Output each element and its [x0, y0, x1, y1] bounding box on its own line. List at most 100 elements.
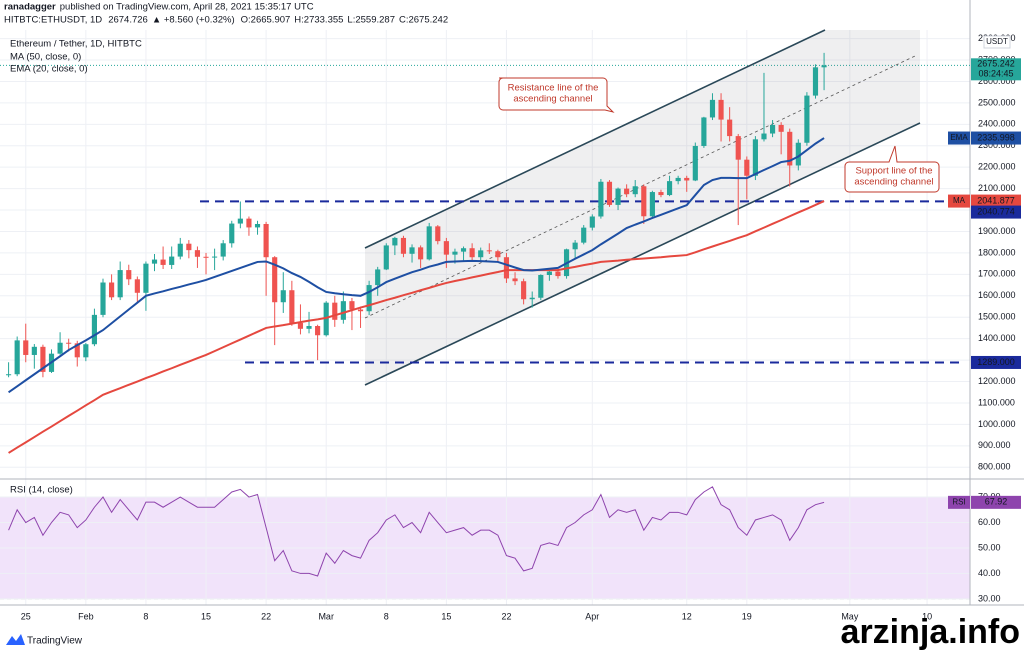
candle-body	[297, 323, 304, 329]
candle-body	[512, 278, 518, 282]
candle-body	[538, 275, 544, 298]
y-tick-label: 800.000	[978, 462, 1011, 472]
y-tick-label: 2300.000	[978, 140, 1016, 150]
legend-entry: EMA (20, close, 0)	[10, 64, 88, 75]
candle-body	[718, 99, 724, 120]
candle-body	[581, 227, 587, 243]
candle-body	[452, 251, 458, 255]
y-tick-label: 1800.000	[978, 247, 1016, 257]
x-tick-label: Mar	[318, 611, 334, 621]
y-tick-label: 1600.000	[978, 290, 1016, 300]
y-tick-label: 60.00	[978, 517, 1001, 527]
chart-title: Ethereum / Tether, 1D, HITBTC	[10, 39, 142, 50]
candle-body	[375, 269, 381, 286]
x-tick-label: 15	[201, 611, 211, 621]
candle-body	[220, 243, 226, 257]
candle-body	[280, 290, 286, 303]
candle-body	[761, 133, 767, 140]
level-tag-bg	[971, 205, 1021, 219]
x-tick-label: 19	[742, 611, 752, 621]
y-tick-label: 2400.000	[978, 119, 1016, 129]
x-tick-label: 22	[501, 611, 511, 621]
y-tick-label: 1200.000	[978, 376, 1016, 386]
indicator-tag-name-bg	[948, 194, 970, 208]
candle-body	[160, 259, 166, 265]
rsi-tag-name: RSI	[952, 497, 965, 506]
candle-body	[332, 302, 338, 320]
candle-body	[641, 186, 647, 217]
candle-body	[727, 119, 733, 137]
candle-body	[615, 188, 621, 205]
y-tick-label: 900.000	[978, 440, 1011, 450]
candle-body	[787, 131, 793, 166]
candle-body	[66, 342, 72, 344]
candle-body	[589, 216, 595, 228]
candle-body	[83, 344, 89, 358]
candle-body	[237, 218, 243, 224]
candle-body	[666, 181, 673, 196]
y-tick-label: 1500.000	[978, 312, 1016, 322]
candle-body	[289, 290, 295, 324]
currency: USDT	[986, 37, 1008, 46]
author: ranadagger	[4, 2, 56, 13]
candle-body	[109, 282, 115, 298]
candle-body	[795, 142, 801, 166]
y-tick-label: 2200.000	[978, 162, 1016, 172]
candle-body	[460, 248, 467, 252]
indicator-tag-name-bg	[948, 131, 970, 145]
candle-body	[74, 343, 80, 358]
candle-body	[804, 95, 810, 143]
indicator-line	[8, 137, 825, 394]
candle-body	[632, 186, 638, 195]
watermark: arzinja.info	[841, 613, 1020, 650]
resistance-line	[364, 29, 826, 249]
candle-body	[14, 340, 20, 375]
y-tick-label: 1700.000	[978, 269, 1016, 279]
label-layer: 25 Feb 8 15 22 Mar 8 15 22 Apr 12 19 May 10 Ethereum /…	[4, 2, 1021, 621]
candle-body	[134, 279, 140, 293]
candle-body	[6, 374, 12, 376]
candle-body	[272, 257, 278, 303]
candle-body	[23, 340, 29, 355]
candle-body	[555, 271, 561, 277]
grid-layer: 800.000900.0001000.0001100.0001200.00013…	[0, 0, 1024, 606]
annotation-text: ascending channel	[854, 177, 933, 188]
indicator-tag-name: MA	[953, 196, 966, 205]
y-tick-label: 2600.000	[978, 76, 1016, 86]
candle-body	[400, 237, 407, 254]
ohlc-value: 2559.287	[355, 15, 395, 26]
change: ▲ +8.560 (+0.32%)	[152, 15, 235, 26]
ohlc-label: O:	[241, 15, 251, 26]
candle-body	[340, 301, 346, 320]
candle-body	[392, 237, 398, 246]
level-tag-bg	[971, 355, 1021, 369]
ohlc-value: 2675.242	[408, 15, 448, 26]
candle-body	[546, 271, 552, 276]
candle-body	[31, 346, 37, 355]
x-tick-label: 12	[682, 611, 692, 621]
candle-body	[194, 250, 201, 257]
candle-body	[778, 124, 784, 132]
ohlc-value: 2733.355	[304, 15, 344, 26]
candle-body	[409, 247, 415, 254]
candle-body	[91, 314, 97, 345]
candle-body	[177, 243, 183, 257]
candle-body	[624, 188, 630, 195]
annotation-text: ascending channel	[513, 94, 592, 105]
candle-body	[169, 256, 175, 265]
x-tick-label: 25	[21, 611, 31, 621]
x-tick-label: May	[841, 611, 859, 621]
countdown: 08:24:45	[978, 69, 1013, 79]
candle-body	[735, 136, 741, 160]
ohlc-label: L:	[347, 15, 355, 26]
candle-body	[306, 326, 312, 329]
candle-body	[598, 181, 604, 217]
annotation-text: Resistance line of the	[508, 83, 599, 94]
x-tick-label: 10	[922, 611, 932, 621]
candle-body	[572, 242, 578, 250]
indicator-tag-bg	[971, 194, 1021, 208]
footer: TradingView arzinja.info	[6, 613, 1020, 650]
y-tick-label: 50.00	[978, 542, 1001, 552]
candle-body	[701, 117, 707, 146]
